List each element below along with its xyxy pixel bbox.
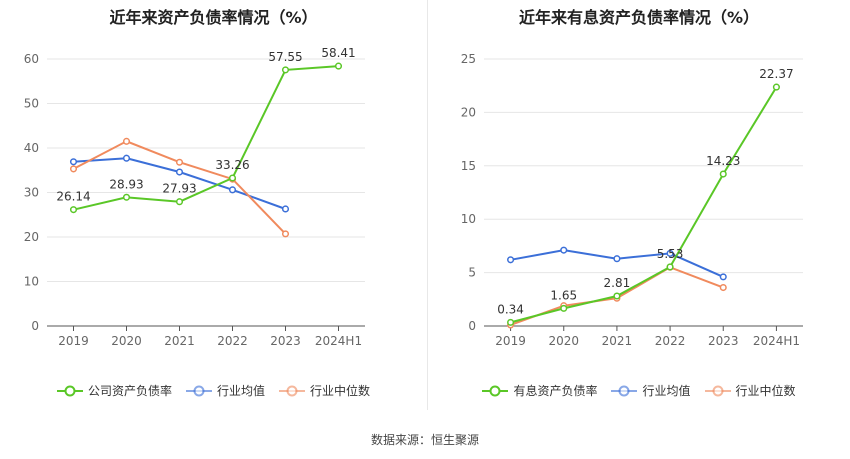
legend-label: 公司资产负债率 bbox=[87, 384, 172, 398]
data-label: 26.14 bbox=[56, 190, 90, 204]
data-point bbox=[719, 273, 727, 281]
y-tick-label: 40 bbox=[24, 141, 39, 155]
legend-line-icon bbox=[482, 385, 509, 396]
legend-label: 行业中位数 bbox=[735, 384, 796, 398]
y-tick-label: 20 bbox=[461, 105, 476, 119]
legend-item[interactable]: 有息资产负债率 bbox=[482, 382, 597, 399]
data-label: 14.23 bbox=[706, 154, 740, 168]
x-tick-label: 2020 bbox=[111, 334, 142, 348]
series-line bbox=[510, 86, 778, 324]
x-tick-label: 2019 bbox=[495, 334, 526, 348]
data-point bbox=[122, 193, 131, 201]
legend-line-icon bbox=[185, 385, 212, 396]
data-point bbox=[281, 230, 290, 238]
y-tick-label: 0 bbox=[468, 319, 476, 333]
legend-label: 行业均值 bbox=[642, 384, 691, 398]
series-line bbox=[73, 65, 339, 211]
data-label: 2.81 bbox=[604, 276, 631, 290]
y-tick-label: 30 bbox=[24, 186, 39, 200]
y-tick-label: 0 bbox=[31, 319, 39, 333]
y-tick-label: 15 bbox=[461, 159, 476, 173]
x-tick-label: 2019 bbox=[58, 334, 89, 348]
data-point bbox=[228, 174, 237, 182]
data-label: 57.55 bbox=[268, 50, 302, 64]
legend-line-icon bbox=[704, 385, 731, 396]
x-tick-label: 2021 bbox=[164, 334, 195, 348]
legend-item[interactable]: 公司资产负债率 bbox=[56, 382, 172, 399]
chart-legend: 有息资产负债率 行业均值 行业中位数 bbox=[428, 382, 850, 399]
data-point bbox=[507, 318, 515, 326]
data-point bbox=[122, 137, 131, 145]
x-tick-label: 2024H1 bbox=[315, 334, 362, 348]
data-point bbox=[175, 158, 184, 166]
data-source-note: 数据来源：恒生聚源 bbox=[370, 433, 479, 447]
legend-line-icon bbox=[279, 385, 305, 396]
data-label: 1.65 bbox=[550, 288, 577, 302]
y-tick-label: 5 bbox=[468, 266, 476, 280]
data-point bbox=[613, 292, 621, 300]
chart-plot: 0 5 10 15 20 25 2019 2020 2021 2022 2023 2024H1 0.34… bbox=[461, 52, 803, 348]
x-tick-label: 2023 bbox=[708, 334, 739, 348]
legend-line-icon bbox=[611, 385, 638, 396]
data-point bbox=[719, 284, 727, 292]
data-point bbox=[122, 154, 131, 162]
data-point bbox=[560, 304, 568, 312]
y-tick-label: 60 bbox=[24, 52, 39, 66]
data-point bbox=[560, 246, 568, 254]
data-point bbox=[334, 62, 343, 70]
chart-legend: 公司资产负债率 行业均值 行业中位数 bbox=[0, 382, 427, 399]
legend-item[interactable]: 行业中位数 bbox=[704, 382, 796, 399]
x-tick-label: 2020 bbox=[548, 334, 579, 348]
data-point bbox=[281, 205, 290, 213]
legend-label: 有息资产负债率 bbox=[513, 384, 598, 398]
data-point bbox=[69, 206, 78, 214]
y-tick-label: 10 bbox=[461, 212, 476, 226]
data-point bbox=[507, 256, 515, 264]
data-point bbox=[228, 186, 237, 194]
data-label: 22.37 bbox=[759, 67, 793, 81]
legend-item[interactable]: 行业均值 bbox=[185, 382, 265, 399]
data-label: 27.93 bbox=[162, 182, 196, 196]
panel-divider bbox=[427, 0, 428, 410]
legend-label: 行业均值 bbox=[216, 384, 265, 398]
data-label: 5.53 bbox=[657, 247, 684, 261]
x-tick-label: 2024H1 bbox=[753, 334, 800, 348]
x-tick-label: 2022 bbox=[217, 334, 248, 348]
x-tick-label: 2022 bbox=[655, 334, 686, 348]
y-tick-label: 50 bbox=[24, 97, 39, 111]
data-label: 0.34 bbox=[497, 302, 524, 316]
data-point bbox=[69, 165, 78, 173]
data-point bbox=[772, 83, 780, 91]
data-point bbox=[719, 170, 727, 178]
chart-plot: 0 10 20 30 40 50 60 2019 2020 2021 2022 2023 2024H1 2… bbox=[24, 46, 365, 348]
data-label: 58.41 bbox=[321, 46, 355, 60]
data-point bbox=[281, 66, 290, 74]
legend-item[interactable]: 行业均值 bbox=[611, 382, 691, 399]
legend-item[interactable]: 行业中位数 bbox=[279, 382, 370, 399]
legend-line-icon bbox=[56, 385, 83, 396]
y-tick-label: 20 bbox=[24, 230, 39, 244]
y-tick-label: 10 bbox=[24, 275, 39, 289]
data-point bbox=[666, 249, 674, 257]
data-point bbox=[666, 263, 674, 271]
data-point bbox=[175, 198, 184, 206]
x-tick-label: 2021 bbox=[602, 334, 633, 348]
chart-panel-debt-ratio: 近年来资产负债率情况（%） 0 10 20 30 40 50 60 2019 2020 2021 2… bbox=[0, 0, 427, 420]
data-label: 33.26 bbox=[215, 158, 249, 172]
chart-panel-interest-debt-ratio: 近年来有息资产负债率情况（%） 0 5 10 15 20 25 2019 2020 2021 20… bbox=[428, 0, 850, 420]
data-point bbox=[69, 158, 78, 166]
data-point bbox=[613, 255, 621, 263]
y-tick-label: 25 bbox=[461, 52, 476, 66]
data-label: 28.93 bbox=[109, 177, 143, 191]
chart-title: 近年来有息资产负债率情况（%） bbox=[518, 8, 760, 27]
legend-label: 行业中位数 bbox=[310, 384, 371, 398]
chart-title: 近年来资产负债率情况（%） bbox=[109, 8, 318, 27]
x-tick-label: 2023 bbox=[270, 334, 301, 348]
data-point bbox=[175, 168, 184, 176]
